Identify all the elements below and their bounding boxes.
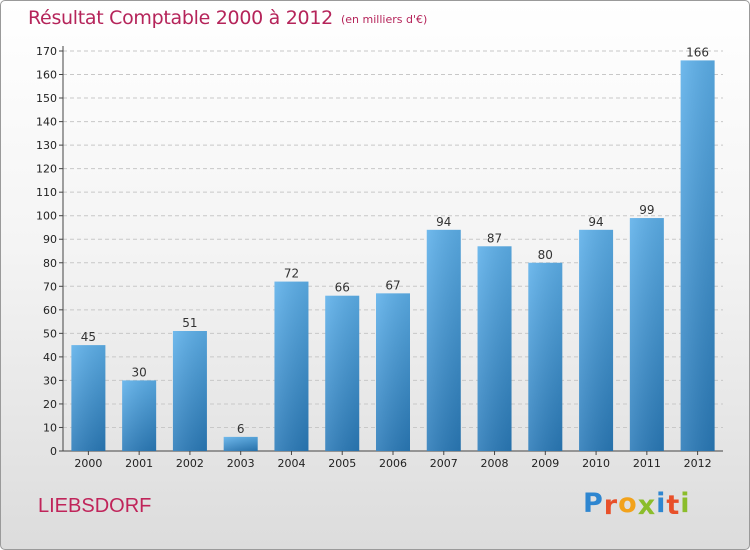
y-tick-label: 170 <box>36 45 57 58</box>
x-tick-label: 2002 <box>176 457 204 470</box>
x-tick-label: 2003 <box>227 457 255 470</box>
chart-title: Résultat Comptable 2000 à 2012 <box>28 7 333 29</box>
data-label: 67 <box>385 278 400 292</box>
data-label: 30 <box>132 365 147 379</box>
x-tick-label: 2004 <box>277 457 305 470</box>
data-label: 80 <box>538 248 553 262</box>
logo-letter: i <box>656 488 667 519</box>
bar-shade <box>223 436 258 451</box>
bar-shade <box>122 380 157 451</box>
bar-shade <box>71 345 106 451</box>
bar-shade <box>579 229 614 451</box>
x-tick-label: 2010 <box>582 457 610 470</box>
logo-letter: o <box>618 488 638 519</box>
x-tick-label: 2006 <box>379 457 407 470</box>
y-tick-label: 70 <box>43 280 57 293</box>
bar-shade <box>376 293 410 451</box>
bar-shade <box>274 281 309 451</box>
x-tick-label: 2008 <box>481 457 509 470</box>
logo-letter: r <box>603 490 619 521</box>
x-tick-label: 2001 <box>125 457 153 470</box>
commune-name: LIEBSDORF <box>38 495 152 517</box>
bar-shade <box>325 295 360 451</box>
y-tick-label: 20 <box>43 398 57 411</box>
bar-shade <box>528 262 563 451</box>
axes: 0 10 20 30 40 50 60 70 80 90 100 110 120 130 140 150 160… <box>36 45 723 470</box>
data-label: 99 <box>639 203 654 217</box>
chart-subtitle: (en milliers d'€) <box>341 13 428 26</box>
y-tick-label: 160 <box>36 69 57 82</box>
data-label: 166 <box>686 45 709 59</box>
x-tick-label: 2012 <box>684 457 712 470</box>
bar-shade <box>426 229 461 451</box>
x-tick-label: 2011 <box>633 457 661 470</box>
y-tick-label: 0 <box>50 445 57 458</box>
x-tick-label: 2007 <box>430 457 458 470</box>
data-label: 94 <box>436 215 451 229</box>
data-label: 6 <box>237 422 245 436</box>
y-tick-label: 30 <box>43 374 57 387</box>
y-tick-label: 110 <box>36 186 57 199</box>
y-tick-label: 90 <box>43 233 57 246</box>
y-tick-label: 120 <box>36 163 57 176</box>
bar-shade <box>172 331 207 451</box>
logo-letter: i <box>680 488 691 519</box>
bars <box>71 60 715 451</box>
data-label: 94 <box>588 215 603 229</box>
data-label: 87 <box>487 231 502 245</box>
bar-shade <box>477 246 512 451</box>
y-tick-label: 140 <box>36 116 57 129</box>
logo-letter: t <box>666 490 681 521</box>
data-label: 72 <box>284 267 299 281</box>
y-tick-label: 150 <box>36 92 57 105</box>
logo-letter: x <box>637 490 657 521</box>
bar-shade <box>629 218 664 451</box>
data-label: 45 <box>81 330 96 344</box>
x-tick-label: 2000 <box>74 457 102 470</box>
data-label: 66 <box>335 281 350 295</box>
y-tick-label: 80 <box>43 257 57 270</box>
y-tick-label: 50 <box>43 327 57 340</box>
logo-letter: P <box>583 488 604 519</box>
proxiti-logo[interactable]: Proxiti <box>583 488 691 521</box>
y-tick-label: 40 <box>43 351 57 364</box>
x-tick-label: 2005 <box>328 457 356 470</box>
data-labels: 45 30 51 6 72 66 67 94 87 80 94 99 166 <box>81 45 709 435</box>
x-tick-label: 2009 <box>531 457 559 470</box>
bar-shade <box>680 60 715 451</box>
y-tick-label: 130 <box>36 139 57 152</box>
data-label: 51 <box>182 316 197 330</box>
y-tick-label: 100 <box>36 210 57 223</box>
y-tick-label: 60 <box>43 304 57 317</box>
y-tick-label: 10 <box>43 421 57 434</box>
